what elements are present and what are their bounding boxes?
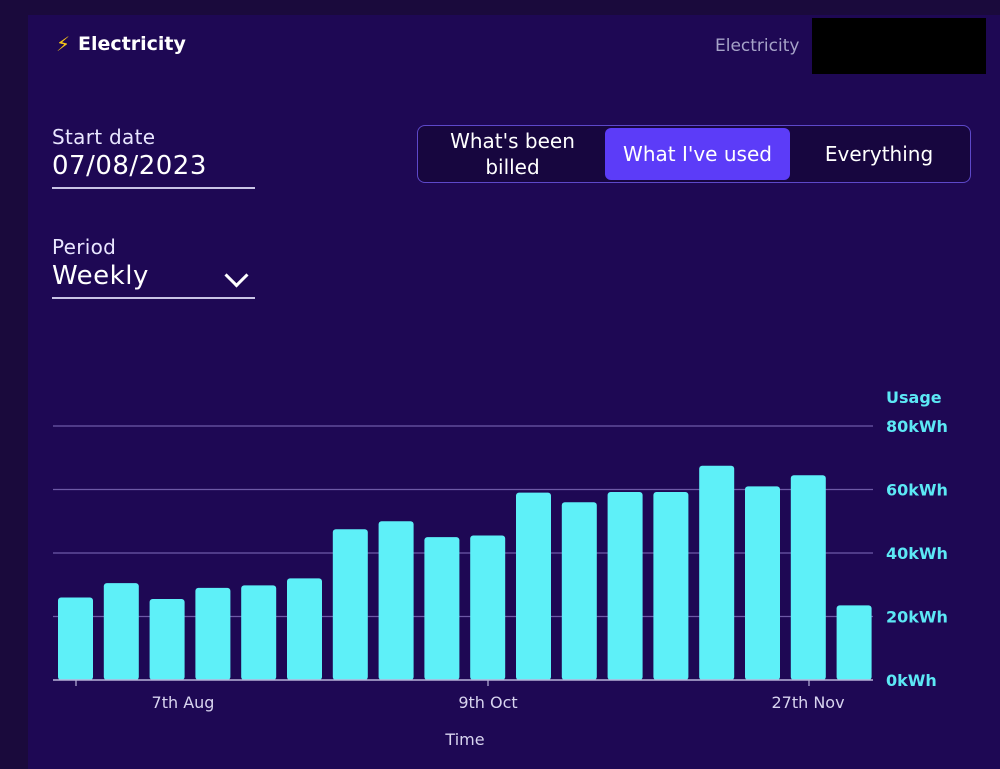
y-tick-label: 40kWh bbox=[886, 544, 948, 563]
bar bbox=[241, 585, 277, 680]
toggle-everything[interactable]: Everything bbox=[824, 142, 934, 166]
bar bbox=[653, 492, 689, 680]
bar bbox=[332, 529, 368, 680]
bar bbox=[103, 583, 139, 680]
bar bbox=[287, 578, 322, 680]
bar bbox=[195, 587, 231, 680]
usage-bar-chart: 0kWh 20kWh 40kWh 60kWh 80kWh Usage 7th Aug 9th … bbox=[53, 388, 948, 749]
x-tick-label: 27th Nov bbox=[771, 693, 844, 712]
y-tick-label: 0kWh bbox=[886, 671, 937, 690]
y-tick-label: 20kWh bbox=[886, 608, 948, 627]
bar bbox=[745, 486, 780, 680]
bar bbox=[149, 599, 185, 680]
bar bbox=[790, 475, 826, 680]
start-date-field[interactable]: Start date 07/08/2023 bbox=[52, 125, 255, 189]
lightning-icon: ⚡ bbox=[56, 32, 71, 56]
bar bbox=[561, 502, 597, 680]
bar bbox=[699, 465, 735, 680]
x-tick-label: 7th Aug bbox=[152, 693, 215, 712]
bar bbox=[836, 605, 872, 680]
bar bbox=[58, 597, 93, 680]
start-date-label: Start date bbox=[52, 125, 156, 149]
bar bbox=[470, 535, 506, 680]
panel-title: ⚡ Electricity bbox=[56, 33, 186, 55]
bar bbox=[424, 537, 460, 680]
period-value[interactable]: Weekly bbox=[52, 261, 149, 291]
toggle-used[interactable]: What I've used bbox=[605, 128, 790, 180]
usage-view-toggle: What's been billed What I've used Everyt… bbox=[417, 125, 971, 183]
panel-title-text: Electricity bbox=[78, 33, 186, 55]
period-select[interactable]: Period Weekly bbox=[52, 235, 255, 299]
bar bbox=[607, 492, 643, 680]
start-date-value[interactable]: 07/08/2023 bbox=[52, 151, 207, 181]
toggle-billed[interactable]: What's been billed bbox=[450, 129, 575, 179]
redacted-block bbox=[812, 18, 986, 74]
period-label: Period bbox=[52, 235, 117, 259]
x-tick-label: 9th Oct bbox=[458, 693, 517, 712]
y-tick-label: 60kWh bbox=[886, 481, 948, 500]
y-tick-label: 80kWh bbox=[886, 417, 948, 436]
x-axis-label: Time bbox=[444, 730, 484, 749]
meter-label: Electricity bbox=[715, 36, 800, 56]
bar bbox=[516, 492, 551, 680]
bar bbox=[378, 521, 414, 680]
y-axis-label: Usage bbox=[886, 388, 942, 407]
electricity-panel: ⚡ Electricity Electricity Start date 07/… bbox=[28, 15, 1000, 769]
